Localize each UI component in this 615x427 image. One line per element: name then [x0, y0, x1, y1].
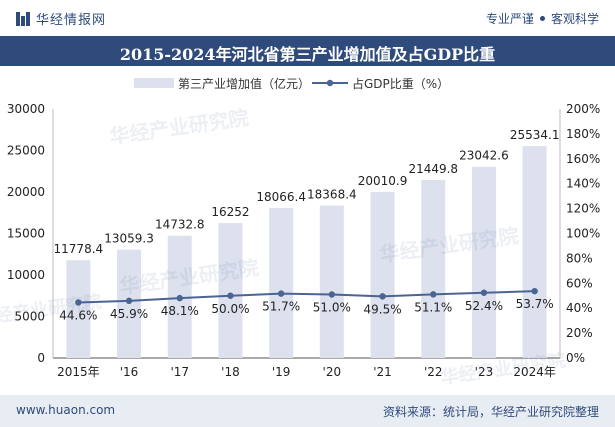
- y-right-tick-label: 0%: [566, 351, 585, 365]
- x-tick-label: '22: [424, 365, 443, 379]
- y-right-tick-label: 80%: [566, 251, 593, 265]
- y-left-tick-label: 30000: [7, 102, 45, 116]
- y-left-tick-label: 25000: [7, 144, 45, 158]
- y-right-tick-label: 140%: [566, 177, 600, 191]
- ratio-value-label: 51.1%: [414, 300, 452, 314]
- footer: www.huaon.com 资料来源：统计局，华经产业研究院整理: [0, 395, 615, 427]
- ratio-value-label: 51.0%: [313, 301, 351, 315]
- bar: [370, 191, 395, 358]
- bar: [269, 208, 294, 358]
- slogan-right: 客观科学: [550, 12, 599, 26]
- title-bar: 2015-2024年河北省第三产业增加值及占GDP比重: [0, 36, 615, 66]
- legend-bar-swatch: [134, 78, 174, 88]
- y-left-tick-label: 0: [37, 351, 45, 365]
- plot-watermark: 华经产业研究院: [108, 105, 250, 148]
- y-left-tick-label: 10000: [7, 268, 45, 282]
- ratio-line: [78, 290, 535, 304]
- x-tick-label: 2015年: [57, 365, 100, 379]
- bar-value-label: 25534.1: [510, 128, 560, 142]
- bar-value-label: 18368.4: [307, 188, 357, 202]
- bar: [218, 223, 243, 358]
- brand[interactable]: 华经情报网: [16, 9, 106, 28]
- ratio-point: [75, 299, 82, 306]
- y-right-tick-label: 160%: [566, 152, 600, 166]
- bar-value-label: 20010.9: [358, 174, 408, 188]
- ratio-value-label: 44.6%: [59, 308, 97, 322]
- y-right-tick-label: 60%: [566, 276, 593, 290]
- bar-value-label: 16252: [211, 205, 249, 219]
- x-tick-label: '19: [272, 365, 291, 379]
- ratio-point: [227, 292, 234, 299]
- x-tick-label: '23: [475, 365, 494, 379]
- x-tick-label: '20: [323, 365, 342, 379]
- bar-value-label: 13059.3: [104, 232, 154, 246]
- slogan: 专业严谨 客观科学: [486, 10, 599, 27]
- ratio-point: [531, 287, 538, 295]
- bar-value-label: 18066.4: [256, 190, 306, 204]
- ratio-point: [480, 289, 488, 296]
- ratio-value-label: 50.0%: [211, 302, 249, 316]
- bar-value-label: 23042.6: [459, 149, 509, 163]
- ratio-point: [277, 290, 285, 297]
- bar: [421, 179, 446, 358]
- ratio-value-label: 45.9%: [110, 307, 148, 321]
- ratio-point: [176, 294, 183, 302]
- x-tick-label: '21: [373, 365, 392, 379]
- ratio-point: [379, 293, 386, 300]
- ratio-value-label: 48.1%: [161, 304, 199, 318]
- chart-title: 2015-2024年河北省第三产业增加值及占GDP比重: [119, 45, 496, 64]
- brand-logo-icon: [16, 11, 30, 26]
- bar-value-label: 21449.8: [408, 162, 458, 176]
- footer-url[interactable]: www.huaon.com: [16, 403, 116, 417]
- bar: [522, 146, 547, 358]
- ratio-value-label: 49.5%: [363, 302, 401, 316]
- legend-bar-label: 第三产业增加值（亿元）: [178, 76, 310, 91]
- bar-value-label: 14732.8: [155, 218, 205, 232]
- y-left-tick-label: 15000: [7, 227, 45, 241]
- legend-line-label: 占GDP比重（%）: [352, 76, 449, 91]
- slogan-dot-icon: [539, 16, 545, 21]
- y-right-tick-label: 180%: [566, 127, 600, 141]
- ratio-value-label: 52.4%: [465, 299, 503, 313]
- y-left-tick-label: 5000: [14, 310, 45, 324]
- ratio-point: [328, 291, 336, 298]
- x-tick-label: 2024年: [513, 365, 556, 379]
- y-right-tick-label: 40%: [566, 301, 593, 315]
- y-right-tick-label: 120%: [566, 202, 600, 216]
- bar: [319, 205, 344, 358]
- slogan-left: 专业严谨: [485, 12, 534, 26]
- y-right-tick-label: 200%: [566, 102, 600, 116]
- ratio-value-label: 53.7%: [516, 297, 554, 311]
- chart: 第三产业增加值（亿元） 占GDP比重（%） 0 5000 10000 15000 20000…: [0, 76, 600, 379]
- legend-line-marker: [326, 79, 334, 87]
- x-tick-label: '16: [120, 365, 139, 379]
- y-right-tick-label: 100%: [566, 227, 600, 241]
- bar: [471, 166, 496, 358]
- y-left-tick-label: 20000: [7, 185, 45, 199]
- ratio-point: [125, 297, 133, 305]
- y-right-tick-label: 20%: [566, 326, 593, 340]
- x-tick-label: '18: [221, 365, 240, 379]
- brand-name: 华经情报网: [36, 13, 107, 28]
- footer-source: 资料来源：统计局，华经产业研究院整理: [382, 405, 599, 419]
- bar-value-label: 11778.4: [54, 242, 104, 256]
- plot-watermark: 华经产业研究院: [378, 223, 520, 266]
- ratio-value-label: 51.7%: [262, 300, 300, 314]
- top-bar: 华经情报网 专业严谨 客观科学: [0, 0, 615, 36]
- bar: [66, 260, 91, 358]
- ratio-point: [430, 291, 437, 298]
- x-tick-label: '17: [170, 365, 189, 379]
